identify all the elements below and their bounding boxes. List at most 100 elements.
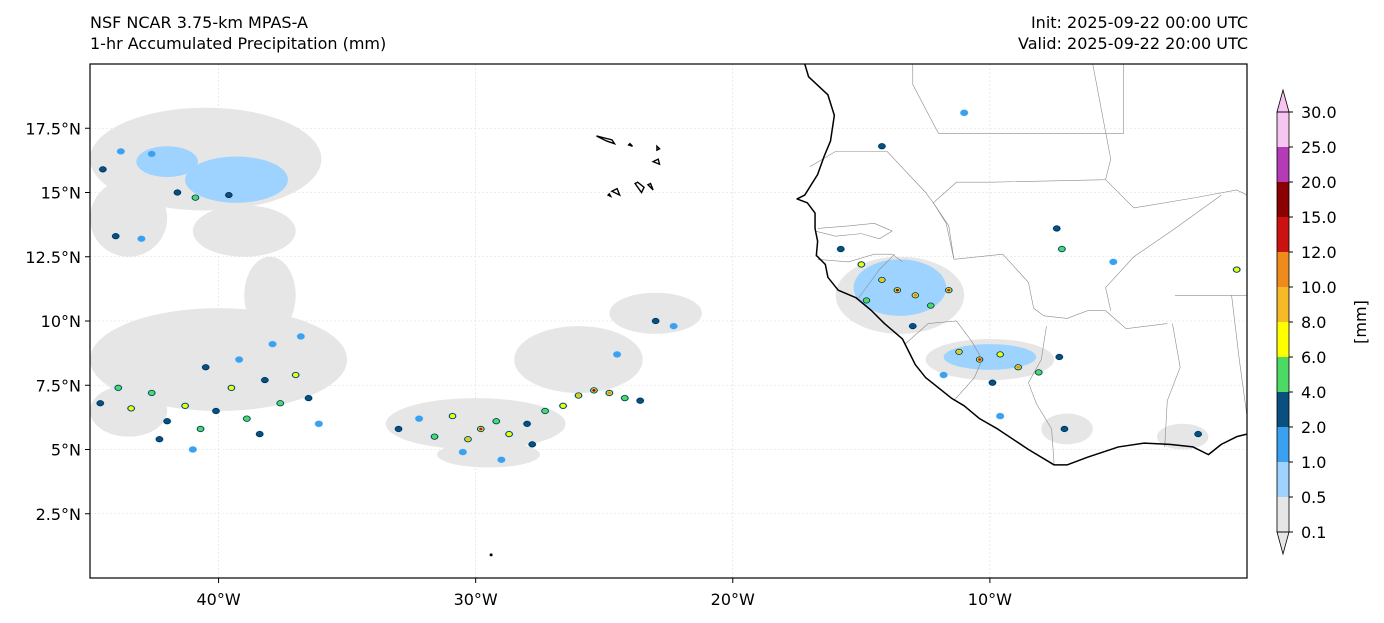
lat-tick-label: 10°N [41,312,81,331]
precip-cell [1109,258,1118,265]
cape-verde-island [651,158,661,166]
cape-verde-island [610,187,621,197]
colorbar: 0.1 0.5 1.0 2.0 4.0 6.0 8.0 10.0 12.0 15.0 20.0 25.… [1276,88,1370,556]
precip-cell [197,426,204,432]
precip-area [943,344,1037,370]
colorbar-tick-label: 15.0 [1301,208,1337,227]
colorbar-segment [1277,462,1289,497]
precip-cell [960,109,968,116]
country-border [904,320,983,401]
colorbar-tick-label: 4.0 [1301,383,1326,402]
precip-cell [315,420,323,427]
country-border [912,64,1124,134]
lon-tick-label: 20°W [711,590,755,609]
cape-verde-island [606,192,613,198]
precip-cell [182,403,188,408]
precip-area [244,256,296,334]
country-border [809,151,934,203]
precip-cell [613,351,621,358]
country-border [1028,326,1047,383]
colorbar-segment [1277,427,1289,462]
precip-cell [978,358,982,361]
precip-area [1157,423,1209,450]
precip-cell [878,143,886,150]
lon-tick-label: 30°W [454,590,498,609]
west-africa-coastline [796,64,1247,466]
lat-tick-label: 17.5°N [25,119,81,138]
precip-cell [1053,225,1061,232]
lat-tick-label: 2.5°N [36,505,81,524]
precip-cell [117,148,125,155]
lat-tick-label: 5°N [51,441,81,460]
precip-cell [636,397,644,404]
precip-cell [1016,365,1020,369]
precip-cell [293,372,299,377]
precip-cell [956,350,962,354]
precip-cell [1035,370,1042,375]
country-border [1105,194,1222,311]
precip-cell [506,432,512,437]
precip-cell [235,356,243,363]
precip-area [136,146,198,178]
precip-cell [450,414,456,419]
colorbar-tick-label: 8.0 [1301,313,1326,332]
colorbar-segment [1277,147,1289,182]
precip-cell [458,449,467,456]
colorbar-tick-label: 20.0 [1301,173,1337,192]
precip-cell [1058,246,1065,252]
colorbar-tick-label: 6.0 [1301,348,1326,367]
precip-cell [304,395,313,402]
precip-cell [128,406,134,411]
precip-cell [528,441,536,448]
precip-cell [652,318,660,324]
precip-cell [523,420,531,427]
st-peter-paul-rocks [489,553,493,557]
precip-area [609,292,702,334]
precip-cell [988,379,997,386]
precip-cell [858,262,864,267]
lat-tick-label: 15°N [41,184,81,203]
precip-cell [939,371,948,379]
precip-cell [173,189,182,196]
precip-cell [228,385,234,390]
colorbar-segment [1277,182,1289,217]
lon-tick-label: 40°W [196,590,240,609]
colorbar-extend-max [1276,88,1290,113]
colorbar-tick-label: 0.1 [1301,523,1326,542]
country-border [814,223,893,240]
cape-verde-island [646,182,654,191]
colorbar-tick-label: 0.5 [1301,488,1326,507]
country-border [932,64,1112,260]
precip-cell [147,150,156,157]
precip-cell [909,323,917,330]
map-title-right: Init: 2025-09-22 00:00 UTC Valid: 2025-0… [1018,12,1248,54]
precip-cell [225,192,233,199]
precip-cell [243,416,250,422]
precip-cell [297,333,305,340]
precip-cell [542,408,549,414]
precip-area [437,441,540,468]
colorbar-segment [1277,392,1289,427]
precip-cell [415,415,423,422]
precipitation-field [90,107,1241,468]
precip-cell [607,391,611,395]
precip-cell [1234,267,1240,272]
country-border [1164,323,1181,447]
precip-cell [863,298,870,303]
colorbar-segment [1277,287,1289,322]
precip-cell [669,323,678,330]
country-border [817,253,903,263]
country-border [1231,295,1247,417]
precip-cell [592,389,596,392]
precip-cell [192,195,199,200]
precip-cell [256,431,264,438]
cape-verde-island [634,181,645,194]
colorbar-segment [1277,112,1289,147]
precip-cell [99,166,107,173]
colorbar-unit-label: [mm] [1351,300,1370,344]
precip-cell [431,434,438,439]
precip-cell [947,288,951,292]
precip-cell [576,393,581,398]
colorbar-segment [1277,252,1289,287]
